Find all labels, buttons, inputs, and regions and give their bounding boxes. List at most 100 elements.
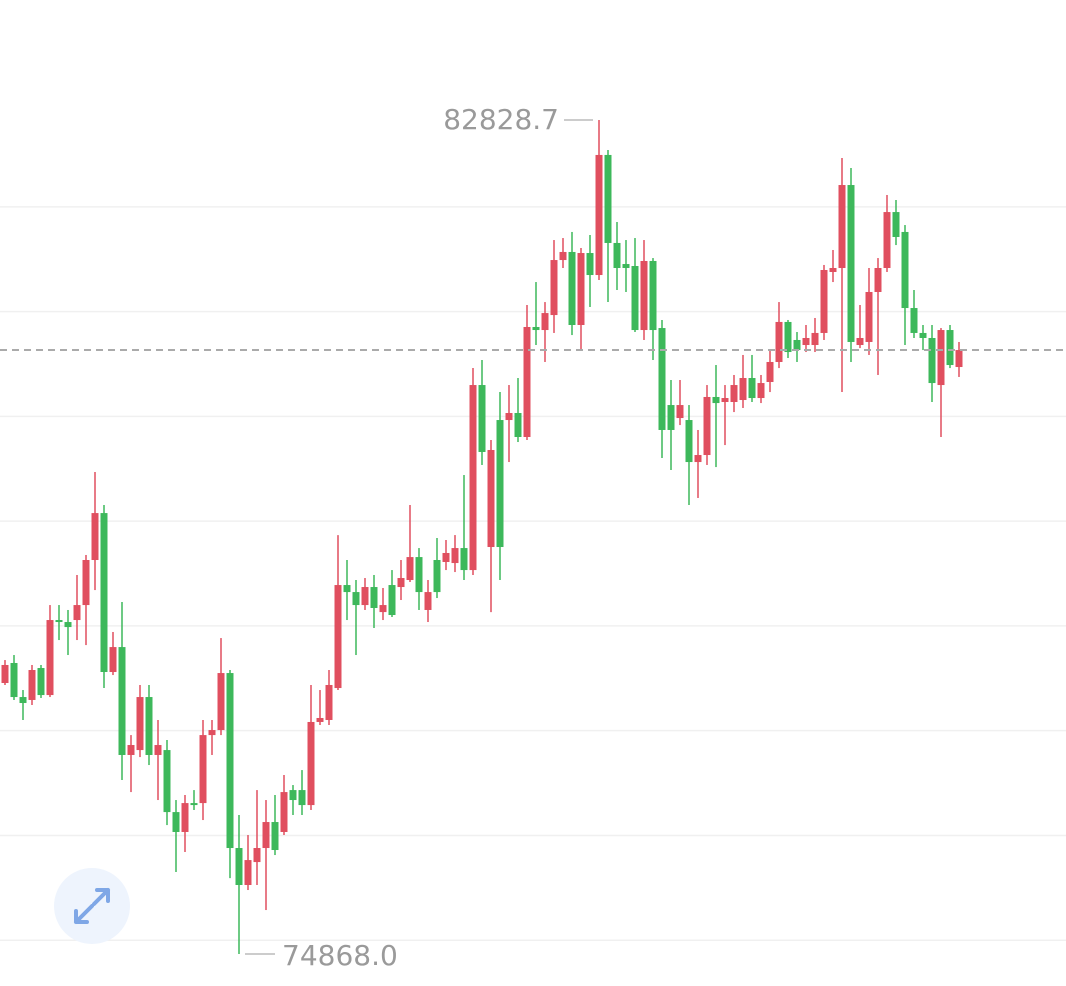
candle-body (10, 662, 18, 698)
candle-body (586, 253, 594, 276)
candle-body (883, 212, 891, 269)
candle-body (460, 548, 468, 571)
candle-body (955, 350, 963, 368)
candle-body (829, 268, 837, 272)
candle-body (181, 803, 189, 832)
candle-body (109, 647, 117, 673)
candle-body (820, 269, 828, 333)
candle-body (748, 378, 756, 399)
candle-body (721, 398, 729, 403)
candle-body (406, 557, 414, 581)
candle-body (118, 647, 126, 755)
candle-body (550, 260, 558, 316)
candle-body (766, 361, 774, 382)
candle-body (604, 154, 612, 243)
candle-body (163, 750, 171, 813)
candle-body (532, 326, 540, 331)
candle-body (91, 513, 99, 561)
candle-body (487, 449, 495, 548)
candle-body (442, 552, 450, 562)
candle-body (505, 413, 513, 421)
candle-body (928, 337, 936, 384)
candle-body (640, 260, 648, 331)
candle-body (235, 848, 243, 886)
candle-body (946, 330, 954, 366)
candle-body (55, 620, 63, 623)
candle-body (280, 792, 288, 832)
candle-body (190, 803, 198, 806)
candle-body (82, 560, 90, 606)
candle-body (838, 185, 846, 269)
candle-body (892, 212, 900, 237)
candle-body (631, 266, 639, 331)
candle-body (802, 337, 810, 346)
candle-body (451, 548, 459, 564)
candle-body (307, 721, 315, 806)
candle-body (658, 328, 666, 430)
candle-body (379, 605, 387, 613)
candle-body (226, 673, 234, 849)
candle-body (262, 822, 270, 849)
candle-body (343, 585, 351, 593)
candle-body (694, 455, 702, 463)
candle-body (46, 620, 54, 696)
candle-body (253, 848, 261, 863)
candle-body (685, 420, 693, 463)
candle-body (703, 396, 711, 456)
candle-body (775, 321, 783, 362)
candle-body (388, 585, 396, 616)
candle-body (433, 560, 441, 593)
candle-body (244, 860, 252, 886)
candle-body (271, 822, 279, 851)
candle-body (847, 185, 855, 342)
candle-body (199, 735, 207, 804)
min-label: 74868.0 (282, 939, 398, 972)
candle-body (478, 385, 486, 452)
candle-body (172, 812, 180, 832)
candle-body (730, 385, 738, 403)
candle-body (127, 745, 135, 755)
candle-body (613, 242, 621, 269)
candle-body (28, 670, 36, 700)
candle-body (523, 326, 531, 437)
candle-body (622, 264, 630, 269)
max-label: 82828.7 (443, 103, 559, 136)
candle-body (145, 697, 153, 755)
candle-body (541, 313, 549, 331)
expand-button[interactable] (54, 868, 130, 944)
candle-body (784, 321, 792, 353)
candle-body (595, 154, 603, 276)
candle-body (37, 668, 45, 696)
candle-body (919, 332, 927, 338)
candle-body (910, 308, 918, 333)
candle-body (712, 396, 720, 404)
candle-body (514, 413, 522, 437)
candle-body (217, 673, 225, 731)
expand-icon[interactable] (74, 888, 110, 924)
candle-body (100, 513, 108, 673)
candle-body (64, 622, 72, 628)
candle-body (73, 605, 81, 621)
candle-body (352, 592, 360, 606)
candle-body (811, 332, 819, 346)
candle-body (793, 339, 801, 351)
candle-body (154, 745, 162, 755)
candle-body (325, 684, 333, 720)
candle-body (298, 790, 306, 806)
candle-body (370, 587, 378, 608)
candle-body (208, 730, 216, 736)
candle-body (469, 385, 477, 571)
candle-body (937, 330, 945, 386)
candle-body (667, 405, 675, 430)
candle-body (19, 697, 27, 704)
candle-body (496, 420, 504, 548)
candle-body (1, 664, 9, 684)
candle-body (136, 697, 144, 751)
candle-body (568, 251, 576, 325)
candle-body (865, 291, 873, 342)
candle-body (856, 337, 864, 346)
candle-body (757, 383, 765, 399)
candle-body (676, 405, 684, 419)
candle-body (361, 587, 369, 606)
